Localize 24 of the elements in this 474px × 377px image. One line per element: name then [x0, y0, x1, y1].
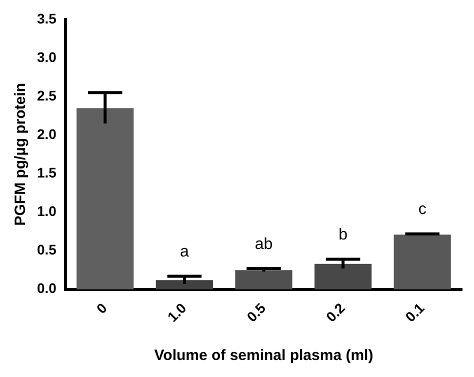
y-tick-label: 1.0 [36, 203, 57, 220]
bar [314, 264, 372, 290]
y-tick-label: 2.0 [36, 126, 57, 142]
y-tick-label: 0.5 [36, 242, 57, 258]
y-tick-label: 3.0 [36, 48, 57, 65]
bar [76, 108, 134, 290]
annotation: a [180, 244, 189, 261]
bar [235, 270, 292, 290]
y-tick-label: 2.5 [36, 87, 57, 104]
bar [156, 280, 213, 290]
x-tick-label: 1.0 [164, 300, 190, 325]
x-tick-label: 0 [93, 300, 110, 317]
y-tick-label: 0.0 [36, 280, 57, 296]
y-tick-label: 1.5 [36, 164, 57, 181]
x-axis-title: Volume of seminal plasma (ml) [154, 347, 374, 364]
x-tick-label: 0.1 [402, 300, 428, 325]
annotation: ab [254, 236, 273, 253]
x-tick-label: 0.5 [244, 300, 269, 325]
x-tick-label: 0.2 [322, 300, 348, 325]
bar [394, 234, 451, 290]
y-tick-label: 3.5 [36, 10, 57, 26]
annotation: b [338, 226, 348, 244]
y-axis-title: PGFM pg/µg protein [12, 82, 30, 226]
annotation: c [418, 201, 426, 218]
